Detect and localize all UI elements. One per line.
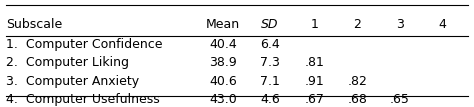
Text: 7.3: 7.3 [260,56,280,69]
Text: 40.6: 40.6 [209,75,237,88]
Text: 38.9: 38.9 [209,56,237,69]
Text: 7.1: 7.1 [260,75,280,88]
Text: Subscale: Subscale [6,18,63,31]
Text: 43.0: 43.0 [209,93,237,106]
Text: SD: SD [261,18,279,31]
Text: 2.  Computer Liking: 2. Computer Liking [6,56,129,69]
Text: .65: .65 [390,93,410,106]
Text: Mean: Mean [206,18,240,31]
Text: 6.4: 6.4 [260,38,280,51]
Text: .81: .81 [305,56,325,69]
Text: 3.  Computer Anxiety: 3. Computer Anxiety [6,75,139,88]
Text: 2: 2 [353,18,361,31]
Text: .67: .67 [305,93,325,106]
Text: 4.6: 4.6 [260,93,280,106]
Text: .82: .82 [347,75,367,88]
Text: 3: 3 [396,18,403,31]
Text: .91: .91 [305,75,325,88]
Text: 4.  Computer Usefulness: 4. Computer Usefulness [6,93,160,106]
Text: 1.  Computer Confidence: 1. Computer Confidence [6,38,163,51]
Text: 1: 1 [311,18,319,31]
Text: .68: .68 [347,93,367,106]
Text: 40.4: 40.4 [209,38,237,51]
Text: 4: 4 [438,18,446,31]
